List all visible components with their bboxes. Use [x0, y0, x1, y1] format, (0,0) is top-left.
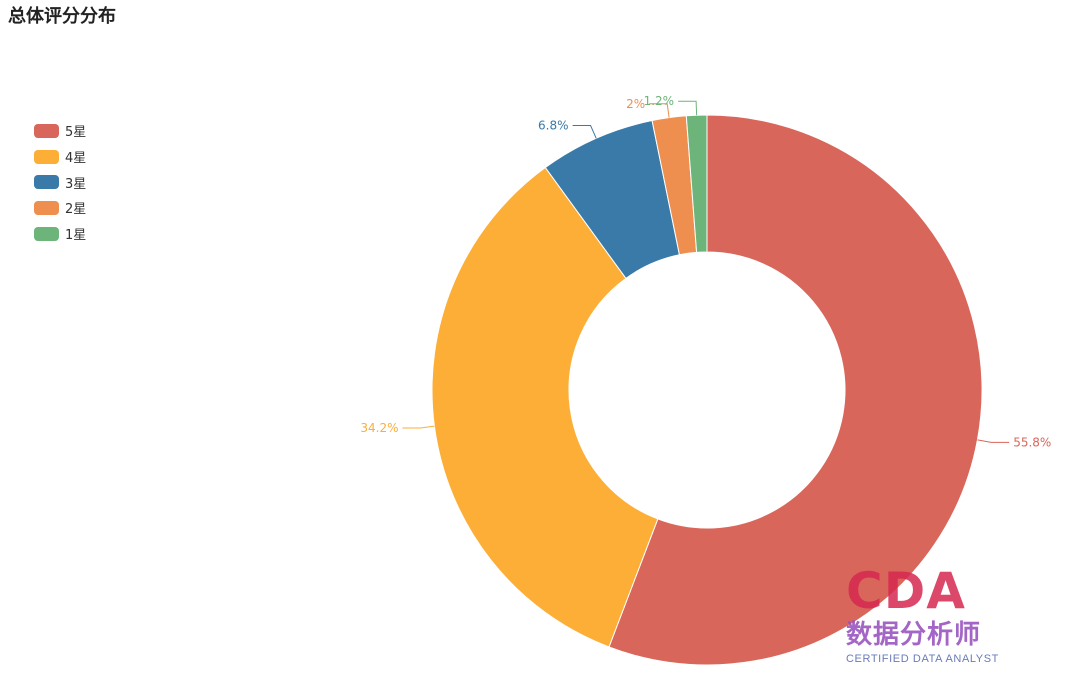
donut-slice[interactable] [608, 114, 983, 666]
watermark-name: 数据分析师 [846, 620, 982, 650]
chart-title: 总体评分分布 [8, 6, 116, 27]
legend-item[interactable]: 1星 [34, 221, 86, 247]
legend-label: 1星 [65, 228, 87, 244]
legend-swatch [34, 200, 59, 215]
legend-item[interactable]: 5星 [34, 118, 86, 144]
slice-label: 6.8% [538, 118, 569, 132]
legend-swatch [34, 149, 59, 164]
watermark-logo: CDA [846, 562, 966, 620]
chart-legend: 5星 4星 3星 2星 1星 [34, 118, 86, 246]
donut-slice[interactable] [685, 114, 708, 253]
watermark: CDA 数据分析师 CERTIFIED DATA ANALYST [846, 562, 1006, 665]
legend-swatch [34, 123, 59, 138]
slice-label: 2% [626, 97, 645, 111]
legend-item[interactable]: 4星 [34, 144, 86, 170]
legend-swatch [34, 226, 59, 241]
legend-item[interactable]: 2星 [34, 195, 86, 221]
legend-label: 5星 [65, 125, 87, 141]
legend-label: 3星 [65, 176, 87, 192]
slice-label: 34.2% [360, 421, 398, 435]
legend-item[interactable]: 3星 [34, 169, 86, 195]
slice-label: 55.8% [1013, 435, 1051, 449]
legend-swatch [34, 175, 59, 190]
label-leader-line [572, 124, 597, 139]
legend-label: 2星 [65, 202, 87, 218]
label-leader-line [649, 103, 670, 118]
donut-slice[interactable] [431, 166, 659, 648]
label-leader-line [678, 100, 698, 116]
label-leader-line [402, 425, 435, 429]
legend-label: 4星 [65, 151, 87, 167]
label-leader-line [977, 439, 1010, 443]
watermark-subtitle: CERTIFIED DATA ANALYST [846, 653, 999, 665]
slice-label: 1.2% [644, 94, 675, 108]
